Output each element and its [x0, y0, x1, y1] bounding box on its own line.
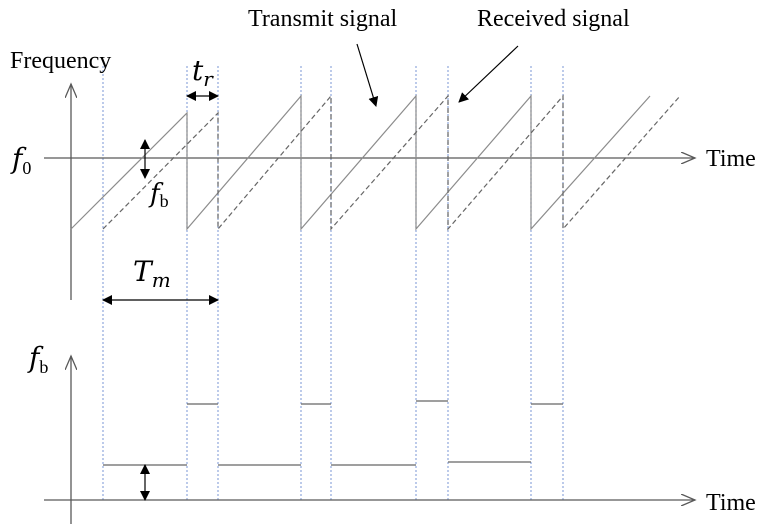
received-signal-line [102, 94, 681, 231]
bottom-axes [44, 356, 695, 524]
time-label-top: Time [706, 146, 756, 172]
fb-axis-label: fb [27, 341, 48, 377]
transmit-signal-label: Transmit signal [248, 6, 397, 32]
time-guides [102, 66, 564, 500]
transmit-signal-line [70, 94, 651, 231]
fb-top-label: fb [148, 179, 169, 211]
tr-label: tr [192, 54, 214, 91]
received-signal-label: Received signal [477, 6, 630, 32]
beat-frequency-steps [103, 400, 563, 466]
top-axes [44, 84, 695, 300]
time-label-bottom: Time [706, 490, 756, 516]
f0-label: f0 [10, 142, 31, 178]
frequency-label: Frequency [10, 48, 111, 74]
received-callout-arrow [458, 45, 519, 103]
tm-label: Tm [133, 255, 171, 292]
transmit-callout-arrow [356, 43, 379, 107]
